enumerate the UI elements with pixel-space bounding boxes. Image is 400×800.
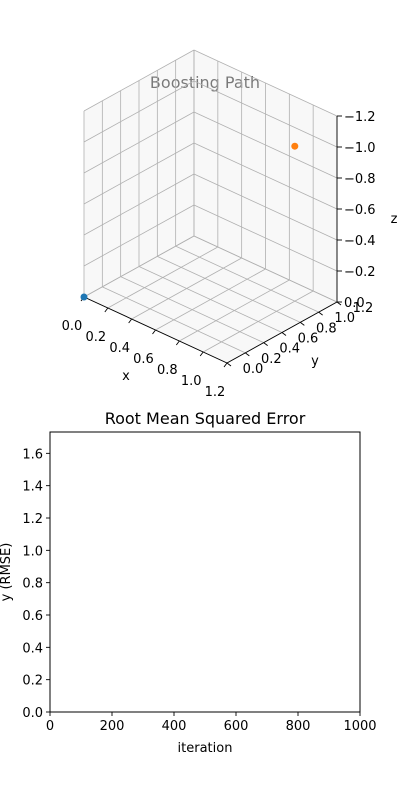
- y-tick-mark: [300, 321, 305, 326]
- y-tick-label: 0.8: [22, 577, 43, 592]
- x-tick-label: 1.2: [205, 385, 226, 400]
- y-tick-label: 1.2: [22, 512, 43, 527]
- y-tick-label: 1.0: [334, 311, 355, 326]
- y-gridline: [175, 245, 319, 313]
- x-tick-label: 0.0: [62, 319, 83, 334]
- y-tick-mark: [245, 352, 250, 357]
- z-tick-label: −0.6: [344, 203, 376, 218]
- y-tick-label: 1.4: [22, 480, 43, 495]
- x-tick-label: 0: [46, 719, 54, 734]
- z-tick-label: −1.2: [344, 110, 376, 125]
- y-tick-label: 0.6: [22, 609, 43, 624]
- z-tick-label: −1.0: [344, 141, 376, 156]
- x-tick-mark: [104, 307, 109, 313]
- rmse-x-ticks: 0 200 400 600 800 1000: [46, 712, 377, 734]
- 3d-panes: [84, 50, 337, 363]
- y-tick-mark: [318, 311, 323, 316]
- rmse-y-ticks: 0.0 0.2 0.4 0.6 0.8 1.0 1.2 1.4 1.6: [22, 447, 50, 721]
- 3d-tick-labels: 0.00.20.40.60.81.01.20.00.20.40.60.81.01…: [62, 110, 376, 400]
- y-tick-label: 0.2: [261, 352, 282, 367]
- z-tick-label: 0.0: [344, 296, 365, 311]
- z-tick-label: −0.8: [344, 172, 376, 187]
- y-tick-mark: [336, 301, 342, 306]
- 3d-data-points: [80, 142, 299, 301]
- x-axis-label-rmse: iteration: [178, 741, 233, 756]
- x-tick-mark: [128, 318, 133, 324]
- y-tick-mark: [226, 362, 232, 367]
- z-gridline: [193, 49, 338, 117]
- y-tick-label: 0.0: [22, 706, 43, 721]
- y-tick-label: 0.8: [316, 321, 337, 336]
- z-gridline: [83, 80, 195, 143]
- rmse-axes: Root Mean Squared Error 0 200 400 600 800 100…: [0, 409, 377, 756]
- x-tick-mark: [199, 351, 204, 357]
- x-tick-label: 0.6: [133, 352, 154, 367]
- y-tick-label: 0.4: [279, 342, 300, 357]
- y-tick-mark: [281, 332, 287, 336]
- chart-title-rmse: Root Mean Squared Error: [105, 409, 306, 428]
- x-tick-mark: [223, 362, 228, 368]
- y-axis-label-rmse: y (RMSE): [0, 543, 14, 602]
- y-tick-label: 1.2: [353, 301, 374, 316]
- x-tick-label: 400: [162, 719, 187, 734]
- scatter-point: [291, 142, 299, 150]
- x-tick-label: 0.2: [85, 330, 106, 345]
- z-axis-label-3d: z: [391, 212, 398, 227]
- rmse-plot-frame: [49, 431, 361, 713]
- x-tick-label: 0.4: [109, 341, 130, 356]
- y-tick-label: 0.0: [243, 362, 264, 377]
- y-axis-label-3d: y: [311, 354, 319, 369]
- x-tick-label: 1000: [343, 719, 376, 734]
- boosting-path-3d-axes: Boosting Path 0.00.20.40.60.81.01.20.00.…: [62, 49, 398, 400]
- z-gridline: [83, 49, 195, 112]
- scatter-point: [80, 293, 88, 301]
- x-tick-mark: [152, 329, 156, 335]
- x-tick-label: 800: [286, 719, 311, 734]
- x-tick-label: 600: [224, 719, 249, 734]
- z-tick-label: −0.2: [344, 265, 376, 280]
- y-tick-label: 0.2: [22, 674, 43, 689]
- 3d-gridlines: [83, 49, 338, 364]
- y-tick-label: 1.0: [22, 544, 43, 559]
- z-tick-label: −0.4: [344, 234, 376, 249]
- y-tick-label: 0.6: [298, 332, 319, 347]
- z-gridline: [193, 80, 338, 148]
- y-tick-mark: [263, 342, 268, 347]
- x-axis-label-3d: x: [122, 369, 130, 384]
- x-tick-label: 200: [100, 719, 125, 734]
- y-gridline: [193, 235, 338, 303]
- x-tick-label: 1.0: [181, 374, 202, 389]
- y-tick-label: 1.6: [22, 447, 43, 462]
- x-tick-label: 0.8: [157, 363, 178, 378]
- x-tick-mark: [175, 340, 180, 346]
- y-tick-label: 0.4: [22, 641, 43, 656]
